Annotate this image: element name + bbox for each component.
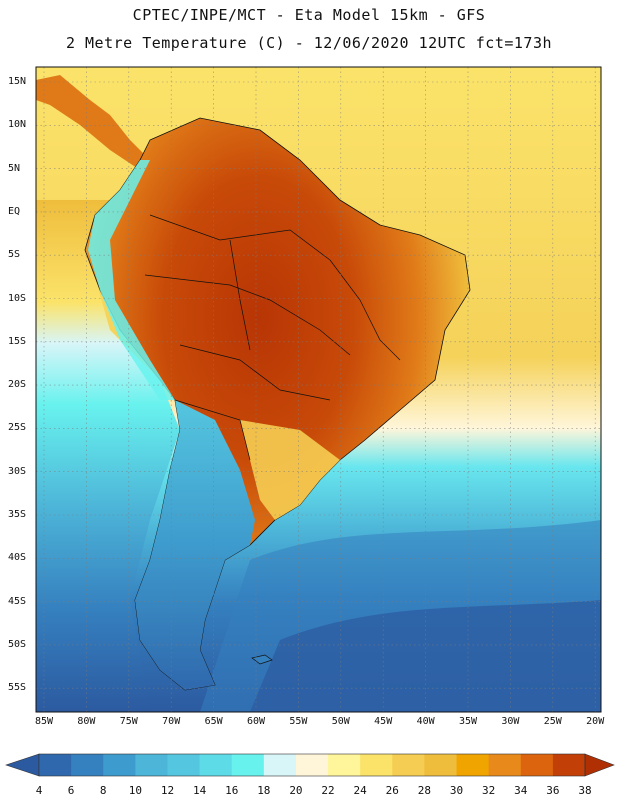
lat-label: EQ (8, 205, 21, 217)
lon-label: 70W (162, 716, 181, 727)
lon-label: 25W (543, 716, 562, 727)
lat-label: 40S (8, 552, 27, 564)
colorbar-swatch (71, 754, 104, 776)
colorbar-swatch (520, 754, 554, 776)
colorbar-label: 24 (353, 784, 367, 797)
lat-label: 25S (8, 422, 27, 434)
lon-label: 20W (586, 716, 605, 727)
colorbar-label: 32 (482, 784, 496, 797)
colorbar-label: 14 (192, 784, 207, 797)
patagonia (135, 400, 255, 690)
lat-label: 50S (8, 638, 27, 650)
lon-label: 85W (34, 716, 54, 727)
colorbar-label: 20 (289, 784, 303, 797)
colorbar (5, 753, 615, 777)
falkland-islands (251, 654, 273, 665)
colorbar-swatch (231, 754, 265, 776)
lon-label: 40W (416, 716, 435, 727)
colorbar-swatch (392, 754, 425, 776)
lat-label: 10N (8, 119, 27, 131)
colorbar-label: 6 (67, 784, 75, 797)
colorbar-swatch (39, 754, 72, 776)
andes (88, 160, 175, 400)
lat-label: 20S (8, 379, 27, 391)
southeast-region (240, 420, 340, 520)
lon-label: 45W (374, 716, 393, 727)
colorbar-label: 36 (546, 784, 560, 797)
colorbar-label: 8 (99, 784, 107, 797)
colorbar-label: 16 (225, 784, 239, 797)
lat-label: 5S (8, 249, 21, 261)
colorbar-swatch (456, 754, 490, 776)
colorbar-label: 34 (514, 784, 528, 797)
colorbar-swatch (488, 754, 522, 776)
lat-label: 35S (8, 509, 27, 520)
colorbar-high-arrow (584, 753, 615, 777)
colorbar-swatch (552, 754, 586, 776)
colorbar-label: 30 (449, 784, 464, 797)
colorbar-swatch (424, 754, 458, 776)
lon-label: 50W (331, 716, 350, 727)
colorbar-swatch (199, 754, 233, 776)
colorbar-swatch (135, 754, 168, 776)
colorbar-swatch (263, 754, 297, 776)
colorbar-label: 12 (160, 784, 175, 797)
colorbar-swatch (295, 754, 329, 776)
lon-label: 60W (246, 716, 266, 727)
central-america (36, 75, 150, 170)
colorbar-swatch (328, 754, 361, 776)
lon-label: 55W (289, 716, 308, 727)
pacific-ocean (36, 200, 180, 712)
south-atlantic-coldest (250, 600, 601, 712)
lon-label: 35W (458, 716, 478, 727)
colorbar-label: 26 (385, 784, 399, 797)
lat-label: 30S (8, 465, 27, 477)
lon-label: 65W (204, 716, 223, 727)
title-line-1: CPTEC/INPE/MCT - Eta Model 15km - GFS (132, 6, 486, 24)
title-line-2: 2 Metre Temperature (C) - 12/06/2020 12U… (65, 34, 553, 52)
colorbar-swatch (167, 754, 201, 776)
lat-label: 5N (8, 162, 21, 174)
colorbar-swatch (103, 754, 136, 776)
colorbar-label: 18 (257, 784, 271, 797)
colorbar-label: 10 (128, 784, 142, 797)
colorbar-swatch (360, 754, 393, 776)
lat-label: 45S (8, 595, 27, 607)
lon-label: 30W (501, 716, 520, 727)
lat-label: 10S (8, 292, 27, 304)
lon-label: 80W (77, 716, 96, 727)
colorbar-label: 28 (417, 784, 432, 797)
colorbar-low-arrow (5, 753, 40, 777)
lat-label: 15N (8, 76, 27, 87)
map-frame (35, 66, 602, 713)
lat-label: 15S (8, 335, 27, 347)
colorbar-label: 4 (35, 784, 43, 797)
colorbar-label: 22 (321, 784, 335, 797)
lon-label: 75W (119, 716, 138, 727)
lat-label: 55S (8, 682, 27, 694)
colorbar-label: 38 (578, 784, 592, 797)
